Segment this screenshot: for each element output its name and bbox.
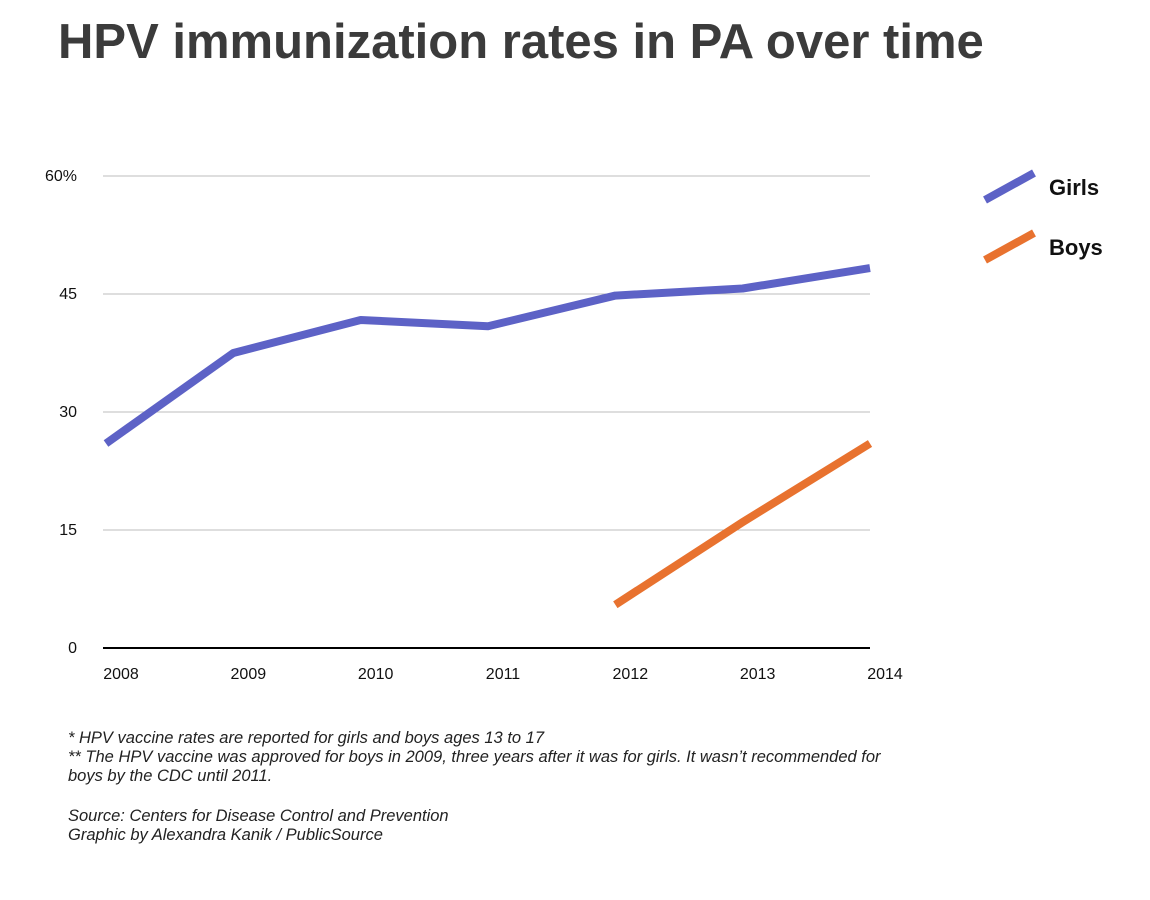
legend-swatch-girls xyxy=(983,169,1036,204)
footnotes: * HPV vaccine rates are reported for gir… xyxy=(68,729,968,845)
gridlines xyxy=(103,175,870,649)
legend: Girls Boys xyxy=(983,169,1103,264)
x-tick-label: 2010 xyxy=(358,666,394,683)
x-tick-label: 2012 xyxy=(613,666,649,683)
x-tick-label: 2014 xyxy=(867,666,903,683)
source-credit: Source: Centers for Disease Control and … xyxy=(68,807,449,825)
footnote-approval-line2: boys by the CDC until 2011. xyxy=(68,767,273,785)
graphic-credit: Graphic by Alexandra Kanik / PublicSourc… xyxy=(68,826,383,844)
legend-label-boys: Boys xyxy=(1049,235,1103,260)
series-line-boys xyxy=(613,440,873,609)
x-tick-label: 2011 xyxy=(486,666,521,683)
x-axis-ticks: 2008 2009 2010 2011 2012 2013 2014 xyxy=(103,666,903,683)
footnote-approval-line1: ** The HPV vaccine was approved for boys… xyxy=(68,748,881,766)
series-line-girls xyxy=(103,264,871,447)
legend-swatch-boys xyxy=(983,229,1036,264)
x-tick-label: 2008 xyxy=(103,666,139,683)
x-tick-label: 2009 xyxy=(231,666,267,683)
y-tick-label: 30 xyxy=(59,404,77,421)
x-tick-label: 2013 xyxy=(740,666,776,683)
chart-title: HPV immunization rates in PA over time xyxy=(58,15,984,69)
footnote-age-range: * HPV vaccine rates are reported for gir… xyxy=(68,729,545,747)
legend-label-girls: Girls xyxy=(1049,175,1099,200)
y-tick-label: 15 xyxy=(59,522,77,539)
y-tick-label: 0 xyxy=(68,640,77,657)
y-tick-label: 60% xyxy=(45,168,77,185)
y-axis-ticks: 0 15 30 45 60% xyxy=(45,168,77,657)
series-lines xyxy=(103,264,873,609)
y-tick-label: 45 xyxy=(59,286,77,303)
